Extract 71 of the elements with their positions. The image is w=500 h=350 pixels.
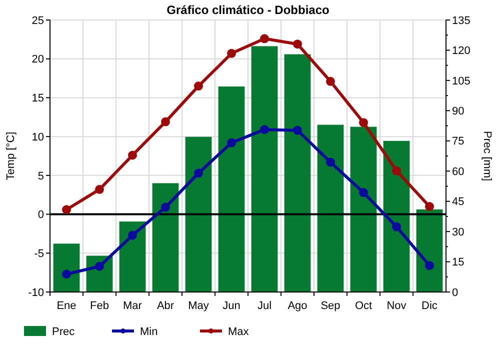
y-tick-label: 0	[38, 209, 44, 222]
y-tick-label: 15	[32, 92, 44, 105]
y-tick-label: 20	[32, 54, 44, 66]
point	[161, 117, 170, 126]
point	[194, 168, 203, 178]
x-tick-label: Ago	[288, 300, 308, 312]
point	[293, 126, 302, 135]
point	[392, 166, 401, 176]
x-tick-label: Ene	[56, 300, 76, 312]
y2-tick-label: 90	[452, 106, 464, 118]
y-axis-title: Temp [°C]	[5, 132, 17, 180]
y2-tick-label: 60	[452, 166, 464, 178]
point	[293, 40, 302, 49]
bar	[383, 140, 410, 292]
point	[260, 34, 269, 44]
point	[260, 125, 269, 134]
bar	[53, 244, 80, 292]
point	[128, 150, 137, 160]
y2-tick-label: 15	[452, 256, 464, 269]
y2-axis-title: Prec [mm]	[481, 130, 493, 182]
bar	[119, 221, 146, 292]
legend-label: Prec	[52, 326, 76, 338]
point	[326, 76, 335, 86]
x-tick-label: Sep	[320, 300, 340, 312]
x-tick-label: Oct	[354, 300, 372, 312]
point	[95, 262, 104, 271]
legend-label: Min	[140, 326, 158, 338]
x-tick-label: Feb	[90, 300, 109, 312]
x-tick-label: Mar	[123, 300, 142, 312]
x-tick-label: Dic	[422, 300, 438, 312]
point	[161, 202, 170, 212]
point	[425, 202, 434, 212]
point	[95, 184, 104, 194]
point	[194, 82, 203, 91]
y-tick-label: 25	[32, 14, 44, 27]
chart-title: Gráfico climático - Dobbiaco	[166, 3, 330, 17]
point	[227, 138, 236, 148]
x-tick-label: Abr	[156, 300, 174, 312]
y2-tick-label: 105	[452, 75, 470, 88]
y2-tick-label: 0	[452, 286, 458, 299]
x-tick-label: May	[188, 300, 210, 312]
bar	[350, 126, 377, 292]
point	[359, 188, 368, 198]
point	[392, 222, 401, 232]
y-tick-label: 10	[32, 131, 44, 144]
y-tick-label: -5	[34, 248, 44, 260]
y-tick-label: -10	[28, 286, 44, 299]
y2-tick-label: 135	[452, 14, 470, 27]
x-tick-label: Nov	[386, 300, 407, 312]
bar	[317, 124, 344, 292]
bar	[416, 209, 443, 292]
y2-tick-label: 45	[452, 196, 464, 208]
point	[128, 230, 137, 240]
legend-label: Max	[228, 326, 250, 338]
point	[62, 270, 71, 279]
bar	[185, 136, 212, 292]
point	[227, 48, 236, 58]
bar	[218, 86, 245, 292]
y-tick-label: 5	[38, 170, 44, 182]
x-tick-label: Jul	[257, 300, 272, 312]
point	[359, 118, 368, 128]
bar	[152, 183, 179, 292]
y2-tick-label: 30	[452, 226, 464, 238]
y2-tick-label: 120	[452, 45, 470, 58]
bar	[284, 54, 311, 292]
point	[425, 261, 434, 270]
bar	[251, 46, 278, 292]
y2-tick-label: 75	[452, 136, 464, 148]
x-tick-label: Jun	[222, 300, 240, 312]
point	[62, 205, 71, 214]
point	[326, 158, 335, 167]
